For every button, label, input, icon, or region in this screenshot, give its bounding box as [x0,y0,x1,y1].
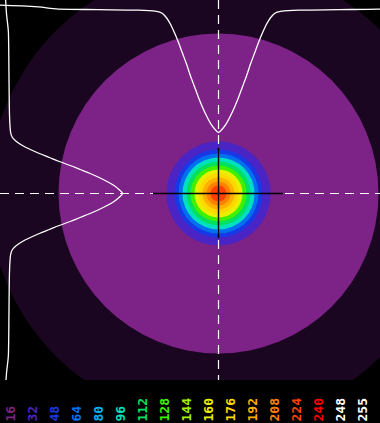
svg-text:208: 208 [267,398,282,422]
svg-text:248: 248 [333,398,348,422]
svg-text:128: 128 [157,398,172,422]
svg-text:96: 96 [113,406,128,422]
svg-text:112: 112 [135,398,150,421]
svg-text:176: 176 [223,398,238,422]
svg-text:160: 160 [201,398,216,422]
svg-text:48: 48 [47,406,62,422]
svg-text:80: 80 [91,406,106,422]
svg-text:224: 224 [289,398,304,422]
svg-text:32: 32 [25,406,40,422]
svg-text:255: 255 [355,398,370,421]
svg-text:64: 64 [69,406,84,422]
svg-text:240: 240 [311,398,326,422]
svg-text:16: 16 [3,406,18,422]
svg-text:192: 192 [245,398,260,421]
svg-text:144: 144 [179,398,194,422]
